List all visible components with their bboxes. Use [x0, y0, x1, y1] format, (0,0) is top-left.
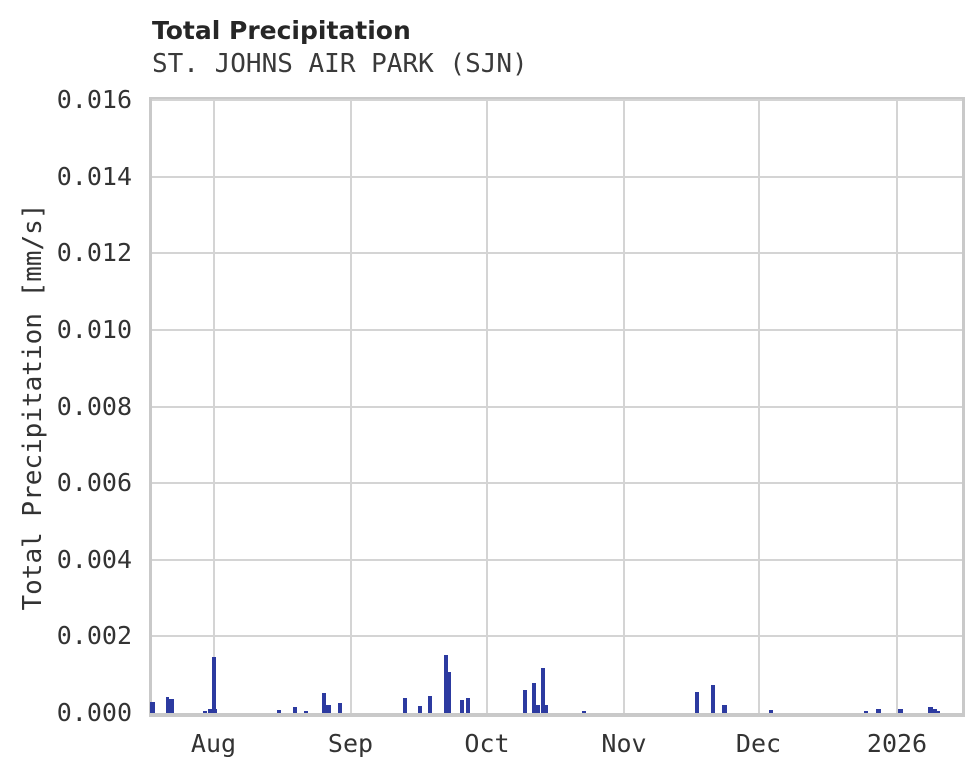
- gridline-y: [152, 252, 962, 255]
- x-tick-label: Aug: [190, 729, 237, 758]
- precip-bar: [293, 706, 297, 713]
- precip-bar: [169, 699, 174, 713]
- gridline-y: [152, 405, 962, 408]
- gridline-x: [212, 100, 215, 713]
- precip-bar: [864, 711, 868, 713]
- gridline-x: [486, 100, 488, 713]
- precip-bar: [203, 710, 207, 713]
- precip-bar: [443, 654, 448, 713]
- gridline-x: [896, 100, 898, 713]
- x-tick-label: Oct: [464, 729, 510, 758]
- precip-bar: [927, 706, 933, 713]
- gridline-y: [152, 558, 962, 561]
- y-tick-label: 0.002: [56, 621, 132, 651]
- y-tick-label: 0.008: [56, 391, 132, 421]
- precip-bar: [523, 690, 527, 713]
- gridline-y: [152, 328, 962, 331]
- plot-area: [149, 97, 965, 717]
- precip-bar: [149, 702, 155, 713]
- precip-bar: [721, 704, 727, 713]
- precip-bar: [322, 693, 326, 713]
- precip-bar: [936, 710, 940, 713]
- precip-bar: [326, 704, 331, 713]
- gridline-x: [757, 100, 760, 713]
- gridline-x: [623, 100, 625, 713]
- precip-bar: [876, 709, 881, 713]
- precip-bar: [466, 697, 470, 713]
- y-tick-label: 0.010: [56, 314, 132, 344]
- precip-bar: [932, 709, 937, 713]
- precip-bar: [403, 698, 407, 713]
- gridline-x: [349, 100, 352, 713]
- gridline-y: [152, 482, 962, 485]
- precip-bar: [694, 692, 699, 713]
- precip-bar: [897, 709, 903, 713]
- chart-title: Total Precipitation: [152, 16, 411, 45]
- gridline-y: [152, 175, 962, 178]
- precip-bar: [211, 657, 216, 713]
- gridline-y: [152, 635, 962, 638]
- y-tick-label: 0.004: [56, 544, 132, 574]
- y-tick-label: 0.014: [56, 161, 132, 191]
- y-tick-label: 0.016: [56, 85, 132, 114]
- precip-bar: [545, 705, 548, 713]
- x-tick-label: Sep: [327, 729, 374, 758]
- precip-bar: [460, 699, 464, 713]
- precip-bar: [276, 709, 281, 713]
- precip-bar: [535, 705, 540, 713]
- chart-subtitle: ST. JOHNS AIR PARK (SJN): [152, 49, 528, 79]
- gridline-y: [152, 99, 962, 101]
- y-tick-label: 0.012: [56, 238, 132, 268]
- x-tick-label: Dec: [735, 729, 782, 758]
- precip-bar: [710, 685, 715, 713]
- precip-bar: [531, 683, 536, 713]
- x-tick-label: Nov: [601, 729, 647, 758]
- precip-bar: [337, 703, 342, 713]
- precip-bar: [541, 667, 545, 713]
- precip-bar: [304, 711, 308, 713]
- precip-bar: [581, 710, 586, 713]
- precip-bar: [769, 709, 773, 713]
- precip-bar: [165, 696, 169, 713]
- precip-bar: [447, 672, 451, 713]
- precip-bar: [428, 696, 432, 713]
- y-tick-label: 0.000: [56, 698, 132, 727]
- x-tick-label: 2026: [866, 729, 928, 758]
- precip-bar: [418, 706, 422, 713]
- y-tick-label: 0.006: [56, 468, 132, 498]
